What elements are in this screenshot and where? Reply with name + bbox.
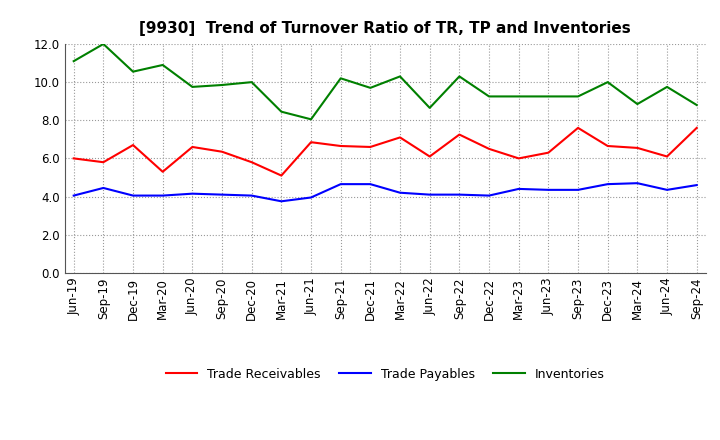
Trade Payables (188, 191, 197, 196)
Trade Payables (217, 192, 226, 197)
Inventories (544, 94, 553, 99)
Trade Receivables (69, 156, 78, 161)
Inventories (69, 59, 78, 64)
Inventories (693, 103, 701, 108)
Line: Inventories: Inventories (73, 44, 697, 119)
Trade Payables (307, 195, 315, 200)
Trade Payables (277, 198, 286, 204)
Inventories (603, 80, 612, 85)
Trade Payables (574, 187, 582, 192)
Trade Payables (396, 190, 405, 195)
Inventories (277, 109, 286, 114)
Trade Receivables (307, 139, 315, 145)
Trade Receivables (366, 144, 374, 150)
Trade Payables (544, 187, 553, 192)
Inventories (485, 94, 493, 99)
Trade Payables (129, 193, 138, 198)
Trade Payables (426, 192, 434, 197)
Inventories (307, 117, 315, 122)
Trade Payables (158, 193, 167, 198)
Trade Receivables (603, 143, 612, 149)
Trade Receivables (277, 173, 286, 178)
Inventories (455, 74, 464, 79)
Trade Payables (633, 180, 642, 186)
Inventories (188, 84, 197, 90)
Trade Payables (336, 181, 345, 187)
Trade Payables (248, 193, 256, 198)
Inventories (336, 76, 345, 81)
Trade Receivables (248, 160, 256, 165)
Trade Receivables (514, 156, 523, 161)
Inventories (99, 41, 108, 47)
Trade Receivables (99, 160, 108, 165)
Title: [9930]  Trend of Turnover Ratio of TR, TP and Inventories: [9930] Trend of Turnover Ratio of TR, TP… (140, 21, 631, 36)
Trade Payables (69, 193, 78, 198)
Inventories (129, 69, 138, 74)
Line: Trade Receivables: Trade Receivables (73, 128, 697, 176)
Trade Payables (662, 187, 671, 192)
Trade Receivables (544, 150, 553, 155)
Inventories (217, 82, 226, 88)
Inventories (396, 74, 405, 79)
Trade Receivables (396, 135, 405, 140)
Trade Receivables (217, 149, 226, 154)
Legend: Trade Receivables, Trade Payables, Inventories: Trade Receivables, Trade Payables, Inven… (161, 363, 610, 385)
Trade Receivables (633, 145, 642, 150)
Trade Receivables (129, 143, 138, 148)
Trade Receivables (336, 143, 345, 149)
Inventories (662, 84, 671, 90)
Trade Receivables (693, 125, 701, 131)
Inventories (633, 101, 642, 106)
Trade Receivables (426, 154, 434, 159)
Trade Receivables (485, 146, 493, 151)
Trade Payables (514, 186, 523, 191)
Trade Payables (455, 192, 464, 197)
Trade Receivables (455, 132, 464, 137)
Trade Receivables (574, 125, 582, 131)
Trade Payables (366, 181, 374, 187)
Trade Receivables (158, 169, 167, 174)
Trade Receivables (662, 154, 671, 159)
Inventories (426, 105, 434, 110)
Inventories (514, 94, 523, 99)
Inventories (574, 94, 582, 99)
Trade Payables (485, 193, 493, 198)
Trade Payables (603, 181, 612, 187)
Trade Receivables (188, 144, 197, 150)
Line: Trade Payables: Trade Payables (73, 183, 697, 201)
Inventories (366, 85, 374, 91)
Inventories (248, 80, 256, 85)
Inventories (158, 62, 167, 68)
Trade Payables (99, 185, 108, 191)
Trade Payables (693, 183, 701, 188)
